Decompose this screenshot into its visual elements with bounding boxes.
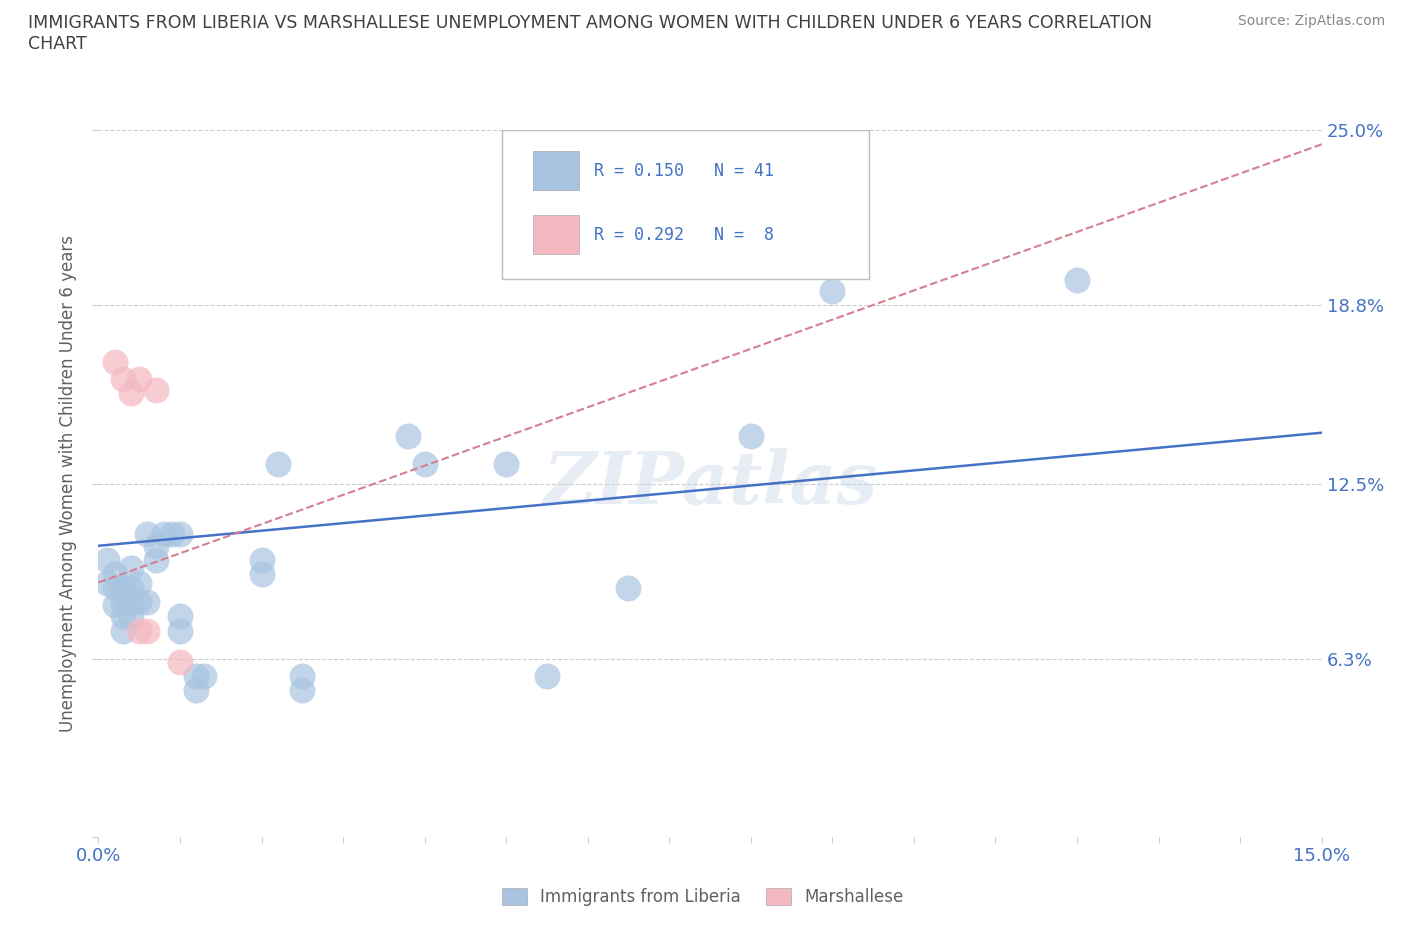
Point — [413, 457, 436, 472]
Point — [128, 623, 150, 638]
Point — [169, 609, 191, 624]
Text: Source: ZipAtlas.com: Source: ZipAtlas.com — [1237, 14, 1385, 28]
Point — [136, 595, 159, 610]
Point — [193, 669, 215, 684]
Point — [120, 609, 142, 624]
Point — [267, 457, 290, 472]
Point — [186, 669, 208, 684]
Point — [291, 669, 314, 684]
Text: R = 0.150   N = 41: R = 0.150 N = 41 — [593, 162, 773, 180]
Text: ZIPatlas: ZIPatlas — [543, 448, 877, 519]
Point — [111, 595, 134, 610]
Point — [136, 527, 159, 542]
Text: IMMIGRANTS FROM LIBERIA VS MARSHALLESE UNEMPLOYMENT AMONG WOMEN WITH CHILDREN UN: IMMIGRANTS FROM LIBERIA VS MARSHALLESE U… — [28, 14, 1153, 32]
Point — [128, 575, 150, 590]
Point — [186, 683, 208, 698]
FancyBboxPatch shape — [533, 215, 579, 254]
FancyBboxPatch shape — [502, 130, 869, 279]
Point — [120, 386, 142, 401]
Y-axis label: Unemployment Among Women with Children Under 6 years: Unemployment Among Women with Children U… — [59, 235, 77, 732]
Point — [291, 683, 314, 698]
Point — [169, 527, 191, 542]
Point — [111, 580, 134, 595]
Point — [160, 527, 183, 542]
Point — [495, 457, 517, 472]
Point — [104, 354, 127, 369]
Point — [111, 609, 134, 624]
Point — [111, 372, 134, 387]
Point — [120, 580, 142, 595]
Point — [120, 561, 142, 576]
Point — [111, 623, 134, 638]
Point — [120, 595, 142, 610]
Point — [128, 595, 150, 610]
Point — [104, 566, 127, 581]
Point — [396, 428, 419, 443]
Point — [96, 575, 118, 590]
Point — [152, 527, 174, 542]
Point — [96, 552, 118, 567]
Point — [145, 383, 167, 398]
Point — [536, 669, 558, 684]
Text: CHART: CHART — [28, 35, 87, 53]
Point — [169, 655, 191, 670]
Point — [740, 428, 762, 443]
Point — [169, 623, 191, 638]
Point — [617, 580, 640, 595]
Point — [1066, 272, 1088, 287]
Point — [250, 566, 273, 581]
Legend: Immigrants from Liberia, Marshallese: Immigrants from Liberia, Marshallese — [495, 881, 911, 912]
Point — [821, 284, 844, 299]
Point — [250, 552, 273, 567]
Point — [104, 580, 127, 595]
Point — [136, 623, 159, 638]
Point — [128, 372, 150, 387]
Text: R = 0.292   N =  8: R = 0.292 N = 8 — [593, 226, 773, 244]
Point — [104, 598, 127, 613]
FancyBboxPatch shape — [533, 152, 579, 191]
Point — [145, 538, 167, 553]
Point — [145, 552, 167, 567]
